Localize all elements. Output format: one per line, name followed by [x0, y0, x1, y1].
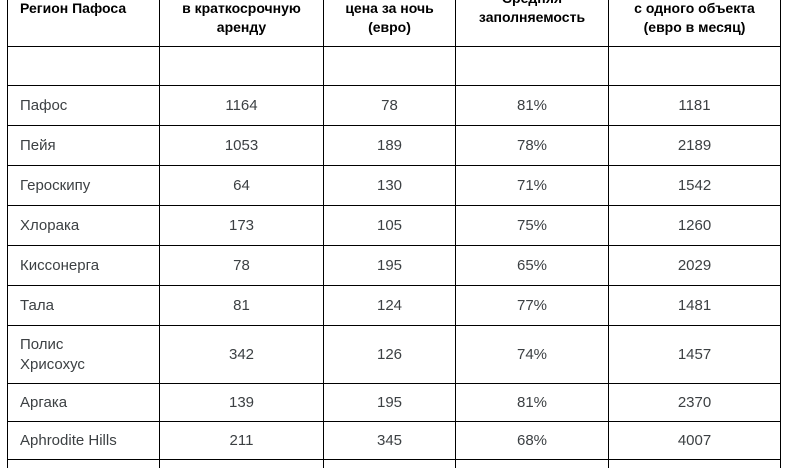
empty-cell: [455, 46, 609, 86]
price-cell: 189: [323, 125, 456, 166]
objects-cell: 78: [159, 245, 324, 286]
header-row: Регион Пафоса Число объектов в краткосро…: [7, 0, 781, 47]
income-cell: 1260: [608, 205, 781, 246]
price-cell: 130: [323, 165, 456, 206]
clipped-row-top: [7, 46, 781, 86]
objects-cell: 1164: [159, 85, 324, 126]
occupancy-cell: 77%: [455, 285, 609, 326]
objects-cell: 342: [159, 325, 324, 384]
price-cell: 124: [323, 285, 456, 326]
column-header-region: Регион Пафоса: [7, 0, 160, 47]
objects-cell: 1053: [159, 125, 324, 166]
region-cell: Аргака: [7, 383, 160, 422]
occupancy-cell: 71%: [455, 165, 609, 206]
empty-cell: [608, 46, 781, 86]
region-cell: Пейя: [7, 125, 160, 166]
occupancy-cell: 78%: [455, 125, 609, 166]
income-cell: 1457: [608, 325, 781, 384]
empty-cell: [159, 459, 324, 468]
empty-cell: [323, 459, 456, 468]
table-row-geroskipou: Героскипу 64 130 71% 1542: [7, 165, 781, 206]
objects-cell: 211: [159, 421, 324, 460]
table-row-chloraka: Хлорака 173 105 75% 1260: [7, 205, 781, 246]
column-header-income: Средний доход с одного объекта (евро в м…: [608, 0, 781, 47]
income-cell: 1181: [608, 85, 781, 126]
price-cell: 195: [323, 245, 456, 286]
table-row-pafos: Пафос 1164 78 81% 1181: [7, 85, 781, 126]
objects-cell: 139: [159, 383, 324, 422]
paphos-rental-table: Регион Пафоса Число объектов в краткосро…: [7, 0, 781, 468]
table-row-polis-chrysochous: Полис Хрисохус 342 126 74% 1457: [7, 325, 781, 384]
clipped-row-bottom: [7, 459, 781, 468]
price-cell: 345: [323, 421, 456, 460]
empty-cell: [608, 459, 781, 468]
table-body: Пафос 1164 78 81% 1181 Пейя 1053 189 78%…: [7, 46, 781, 468]
table-row-argaka: Аргака 139 195 81% 2370: [7, 383, 781, 422]
occupancy-cell: 68%: [455, 421, 609, 460]
table-row-aphrodite-hills: Aphrodite Hills 211 345 68% 4007: [7, 421, 781, 460]
occupancy-cell: 65%: [455, 245, 609, 286]
region-cell: Героскипу: [7, 165, 160, 206]
occupancy-cell: 81%: [455, 85, 609, 126]
occupancy-cell: 74%: [455, 325, 609, 384]
income-cell: 1542: [608, 165, 781, 206]
table-row-tala: Тала 81 124 77% 1481: [7, 285, 781, 326]
table-row-kissonerga: Киссонерга 78 195 65% 2029: [7, 245, 781, 286]
occupancy-cell: 75%: [455, 205, 609, 246]
column-header-objects: Число объектов в краткосрочную аренду: [159, 0, 324, 47]
table-header: Регион Пафоса Число объектов в краткосро…: [7, 0, 781, 47]
income-cell: 2370: [608, 383, 781, 422]
empty-cell: [7, 46, 160, 86]
table-row-peyia: Пейя 1053 189 78% 2189: [7, 125, 781, 166]
objects-cell: 81: [159, 285, 324, 326]
empty-cell: [323, 46, 456, 86]
price-cell: 195: [323, 383, 456, 422]
region-cell: Тала: [7, 285, 160, 326]
region-cell: Хлорака: [7, 205, 160, 246]
empty-cell: [7, 459, 160, 468]
occupancy-cell: 81%: [455, 383, 609, 422]
income-cell: 1481: [608, 285, 781, 326]
region-cell: Киссонерга: [7, 245, 160, 286]
column-header-occupancy: Средняя заполняемость: [455, 0, 609, 47]
price-cell: 126: [323, 325, 456, 384]
region-cell: Полис Хрисохус: [7, 325, 160, 384]
objects-cell: 173: [159, 205, 324, 246]
region-cell: Пафос: [7, 85, 160, 126]
region-cell: Aphrodite Hills: [7, 421, 160, 460]
empty-cell: [159, 46, 324, 86]
income-cell: 4007: [608, 421, 781, 460]
income-cell: 2189: [608, 125, 781, 166]
price-cell: 105: [323, 205, 456, 246]
objects-cell: 64: [159, 165, 324, 206]
column-header-price: Средняя цена за ночь (евро): [323, 0, 456, 47]
price-cell: 78: [323, 85, 456, 126]
empty-cell: [455, 459, 609, 468]
income-cell: 2029: [608, 245, 781, 286]
